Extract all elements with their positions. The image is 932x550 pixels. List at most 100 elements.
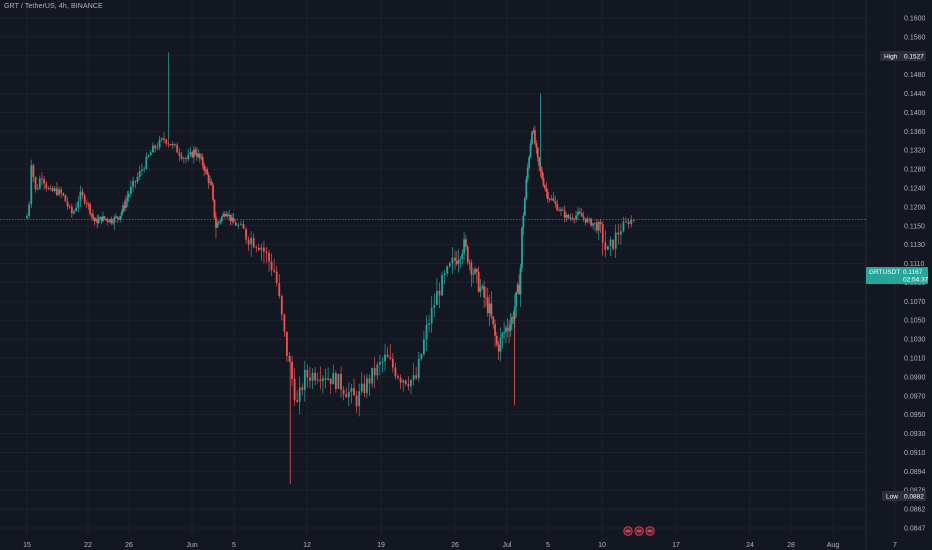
candle-body — [110, 219, 113, 223]
candle-body — [85, 202, 88, 205]
candle-body — [203, 165, 206, 171]
candle-body — [556, 203, 559, 211]
last-price-tag: GRTUSDT 0.1167 02:54:37 — [866, 267, 929, 284]
candle-body — [376, 364, 379, 376]
candle-body — [117, 218, 120, 220]
candle-body — [147, 155, 150, 157]
candle-body — [505, 327, 507, 333]
candle-body — [283, 314, 286, 332]
candle-body — [102, 216, 104, 222]
candle-body — [322, 378, 324, 382]
candle-body — [79, 191, 82, 202]
candle-body — [215, 217, 217, 228]
candle-body — [152, 145, 154, 153]
candle-body — [428, 323, 430, 325]
candle-body — [580, 213, 583, 217]
candle-body — [558, 210, 560, 212]
candle-body — [174, 144, 176, 145]
candle-body — [167, 143, 170, 145]
candle-body — [83, 195, 86, 203]
candle-body — [508, 330, 510, 332]
y-tick-label: 0.1240 — [904, 186, 926, 193]
candle-body — [337, 373, 340, 389]
candle-body — [332, 373, 335, 385]
time-axis[interactable]: 15 22 26 Jun 5 12 19 26 Jul 5 10 17 24 28 Aug 7 — [23, 542, 897, 549]
y-tick-label: 0.1050 — [904, 318, 926, 325]
candle-body — [197, 153, 200, 157]
candle-body — [355, 395, 358, 407]
candle-body — [518, 284, 520, 295]
candle-body — [454, 257, 456, 261]
x-tick-label: 17 — [672, 542, 680, 549]
candle-body — [389, 357, 392, 359]
x-tick-label: 5 — [546, 542, 550, 549]
y-tick-label: 0.1030 — [904, 337, 926, 344]
candle-body — [240, 223, 242, 225]
candle-body — [309, 377, 311, 381]
high-tag-value: 0.1527 — [904, 54, 924, 61]
candle-body — [141, 169, 143, 172]
x-tick-label: 26 — [125, 542, 133, 549]
candle-body — [226, 214, 229, 217]
event-markers[interactable] — [623, 526, 655, 536]
y-tick-label: 0.1440 — [904, 91, 926, 98]
candle-body — [252, 237, 255, 248]
candle-body — [515, 292, 518, 307]
candle-body — [516, 284, 519, 293]
x-tick-label: Jul — [503, 542, 512, 549]
y-tick-label: 0.1200 — [904, 204, 926, 211]
candle-body — [584, 218, 587, 223]
bar-countdown: 02:54:37 — [903, 277, 929, 284]
candle-body — [273, 270, 276, 272]
candle-body — [492, 316, 495, 325]
candle-body — [90, 213, 93, 215]
y-tick-label: 0.1110 — [904, 261, 924, 268]
candle-body — [410, 380, 412, 387]
candle-body — [334, 373, 337, 389]
y-tick-label: 0.1070 — [904, 299, 926, 306]
candle-body — [192, 149, 195, 158]
candle-body — [470, 262, 473, 275]
y-tick-label: 0.1600 — [904, 16, 926, 23]
candle-body — [327, 378, 329, 380]
candle-body — [255, 247, 258, 248]
y-tick-label: 0.1150 — [904, 223, 925, 230]
candle-body — [263, 247, 265, 252]
candle-body — [126, 197, 129, 202]
candle-body — [360, 383, 363, 392]
candle-body — [189, 152, 192, 155]
candle-body — [601, 224, 604, 243]
x-tick-label: 12 — [303, 542, 311, 549]
candle-body — [438, 290, 441, 296]
candle-body — [485, 297, 487, 299]
candle-body — [435, 290, 438, 305]
candle-body — [191, 152, 194, 158]
candle-body — [597, 222, 600, 231]
candle-body — [402, 380, 405, 383]
candle-body — [75, 207, 78, 212]
low-tag-value: 0.0882 — [904, 494, 924, 501]
candle-body — [30, 165, 33, 205]
candle-body — [220, 216, 223, 221]
candle-body — [594, 222, 596, 224]
candle-body — [43, 179, 45, 184]
candle-body — [433, 304, 436, 308]
candle-body — [575, 215, 577, 220]
candle-body — [165, 139, 168, 144]
y-tick-label: 0.0862 — [904, 507, 926, 514]
candle-body — [180, 155, 183, 159]
candle-body — [397, 376, 399, 378]
y-tick-label: 0.1560 — [904, 34, 926, 41]
candle-body — [455, 260, 458, 264]
candle-body — [265, 251, 268, 254]
candle-body — [160, 138, 163, 140]
x-tick-label: 22 — [84, 542, 92, 549]
candle-body — [228, 214, 231, 217]
candle-body — [474, 269, 476, 274]
candle-body — [94, 218, 97, 222]
candle-body — [225, 214, 228, 217]
y-tick-label: 0.1130 — [904, 242, 925, 249]
candle-body — [134, 181, 137, 182]
y-tick-label: 0.0950 — [904, 412, 926, 419]
